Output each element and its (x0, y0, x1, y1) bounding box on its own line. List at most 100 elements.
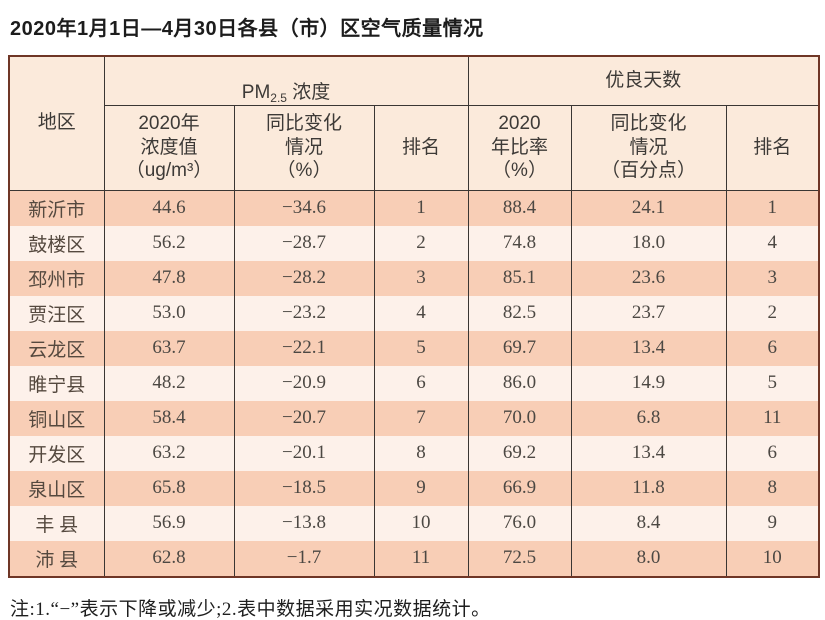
ratio-change-cell: 8.4 (570, 505, 727, 541)
pm-change-cell: −1.7 (233, 540, 375, 577)
table-header: 地区 PM2.5 浓度 优良天数 2020年 浓度值 （ug/m³） 同比变化 … (8, 56, 820, 191)
days-rank-cell: 2 (725, 295, 820, 331)
pm-rank-cell: 2 (373, 225, 469, 261)
table-row: 睢宁县 48.2 −20.9 6 86.0 14.9 5 (8, 365, 820, 401)
region-cell: 铜山区 (8, 400, 105, 436)
pm-value-cell: 63.2 (103, 435, 235, 471)
pm-value-cell: 58.4 (103, 400, 235, 436)
ratio-cell: 69.7 (467, 330, 572, 366)
days-rank-cell: 10 (725, 540, 820, 577)
days-rank-cell: 11 (725, 400, 820, 436)
column-header-region: 地区 (8, 56, 105, 191)
pm-value-cell: 56.2 (103, 225, 235, 261)
ratio-cell: 69.2 (467, 435, 572, 471)
pm-value-cell: 63.7 (103, 330, 235, 366)
pm-change-cell: −13.8 (233, 505, 375, 541)
ratio-change-cell: 24.1 (570, 190, 727, 226)
days-rank-cell: 5 (725, 365, 820, 401)
days-rank-cell: 8 (725, 470, 820, 506)
ratio-change-cell: 23.6 (570, 260, 727, 296)
column-header-pm-rank: 排名 (373, 105, 469, 191)
region-cell: 睢宁县 (8, 365, 105, 401)
ratio-cell: 74.8 (467, 225, 572, 261)
ratio-cell: 85.1 (467, 260, 572, 296)
pm-rank-cell: 9 (373, 470, 469, 506)
ratio-cell: 82.5 (467, 295, 572, 331)
pm-rank-cell: 10 (373, 505, 469, 541)
footnote: 注:1.“−”表示下降或减少;2.表中数据采用实况数据统计。 (10, 598, 491, 620)
days-rank-cell: 9 (725, 505, 820, 541)
pm-change-cell: −20.7 (233, 400, 375, 436)
table-row: 泉山区 65.8 −18.5 9 66.9 11.8 8 (8, 470, 820, 506)
table-row: 丰 县 56.9 −13.8 10 76.0 8.4 9 (8, 505, 820, 541)
region-cell: 邳州市 (8, 260, 105, 296)
column-header-pm-change: 同比变化 情况 （%） (233, 105, 375, 191)
region-cell: 丰 县 (8, 505, 105, 541)
ratio-cell: 70.0 (467, 400, 572, 436)
pm-change-cell: −34.6 (233, 190, 375, 226)
pm-value-cell: 48.2 (103, 365, 235, 401)
days-rank-cell: 1 (725, 190, 820, 226)
ratio-change-cell: 13.4 (570, 435, 727, 471)
pm25-label-subscript: 2.5 (270, 90, 287, 105)
region-cell: 贾汪区 (8, 295, 105, 331)
pm25-label-suffix: 浓度 (286, 81, 331, 103)
table-row: 云龙区 63.7 −22.1 5 69.7 13.4 6 (8, 330, 820, 366)
page-title: 2020年1月1日—4月30日各县（市）区空气质量情况 (10, 18, 484, 40)
table-row: 开发区 63.2 −20.1 8 69.2 13.4 6 (8, 435, 820, 471)
pm-rank-cell: 3 (373, 260, 469, 296)
region-cell: 开发区 (8, 435, 105, 471)
pm-value-cell: 62.8 (103, 540, 235, 577)
table-row: 贾汪区 53.0 −23.2 4 82.5 23.7 2 (8, 295, 820, 331)
ratio-cell: 72.5 (467, 540, 572, 577)
pm-rank-cell: 8 (373, 435, 469, 471)
region-cell: 沛 县 (8, 540, 105, 577)
sub-header-row: 2020年 浓度值 （ug/m³） 同比变化 情况 （%） 排名 2020 年比… (9, 105, 820, 191)
pm-rank-cell: 1 (373, 190, 469, 226)
group-header-pm25: PM2.5 浓度 (103, 56, 469, 106)
pm-change-cell: −18.5 (233, 470, 375, 506)
ratio-change-cell: 23.7 (570, 295, 727, 331)
table-row: 鼓楼区 56.2 −28.7 2 74.8 18.0 4 (8, 225, 820, 261)
pm-change-cell: −20.9 (233, 365, 375, 401)
ratio-cell: 88.4 (467, 190, 572, 226)
air-quality-table: 地区 PM2.5 浓度 优良天数 2020年 浓度值 （ug/m³） 同比变化 … (8, 55, 820, 578)
ratio-change-cell: 18.0 (570, 225, 727, 261)
ratio-change-cell: 11.8 (570, 470, 727, 506)
days-rank-cell: 4 (725, 225, 820, 261)
pm25-label-prefix: PM (241, 81, 271, 103)
days-rank-cell: 3 (725, 260, 820, 296)
pm-value-cell: 56.9 (103, 505, 235, 541)
days-rank-cell: 6 (725, 435, 820, 471)
ratio-change-cell: 8.0 (570, 540, 727, 577)
ratio-change-cell: 14.9 (570, 365, 727, 401)
pm-rank-cell: 5 (373, 330, 469, 366)
table-row: 铜山区 58.4 −20.7 7 70.0 6.8 11 (8, 400, 820, 436)
ratio-cell: 86.0 (467, 365, 572, 401)
column-header-ratio-change: 同比变化 情况 （百分点） (570, 105, 727, 191)
pm-change-cell: −20.1 (233, 435, 375, 471)
region-cell: 云龙区 (8, 330, 105, 366)
ratio-cell: 76.0 (467, 505, 572, 541)
pm-value-cell: 53.0 (103, 295, 235, 331)
pm-rank-cell: 11 (373, 540, 469, 577)
pm-change-cell: −22.1 (233, 330, 375, 366)
table-row: 新沂市 44.6 −34.6 1 88.4 24.1 1 (8, 190, 820, 226)
table-row: 沛 县 62.8 −1.7 11 72.5 8.0 10 (8, 540, 820, 577)
pm-value-cell: 44.6 (103, 190, 235, 226)
region-cell: 泉山区 (8, 470, 105, 506)
group-header-good-days: 优良天数 (467, 56, 820, 106)
pm-rank-cell: 6 (373, 365, 469, 401)
region-cell: 新沂市 (8, 190, 105, 226)
pm-change-cell: −28.2 (233, 260, 375, 296)
pm-rank-cell: 4 (373, 295, 469, 331)
ratio-change-cell: 6.8 (570, 400, 727, 436)
pm-value-cell: 47.8 (103, 260, 235, 296)
days-rank-cell: 6 (725, 330, 820, 366)
table-row: 邳州市 47.8 −28.2 3 85.1 23.6 3 (8, 260, 820, 296)
region-cell: 鼓楼区 (8, 225, 105, 261)
column-header-pm-value: 2020年 浓度值 （ug/m³） (103, 105, 235, 191)
group-header-row: 地区 PM2.5 浓度 优良天数 (8, 56, 820, 191)
ratio-change-cell: 13.4 (570, 330, 727, 366)
